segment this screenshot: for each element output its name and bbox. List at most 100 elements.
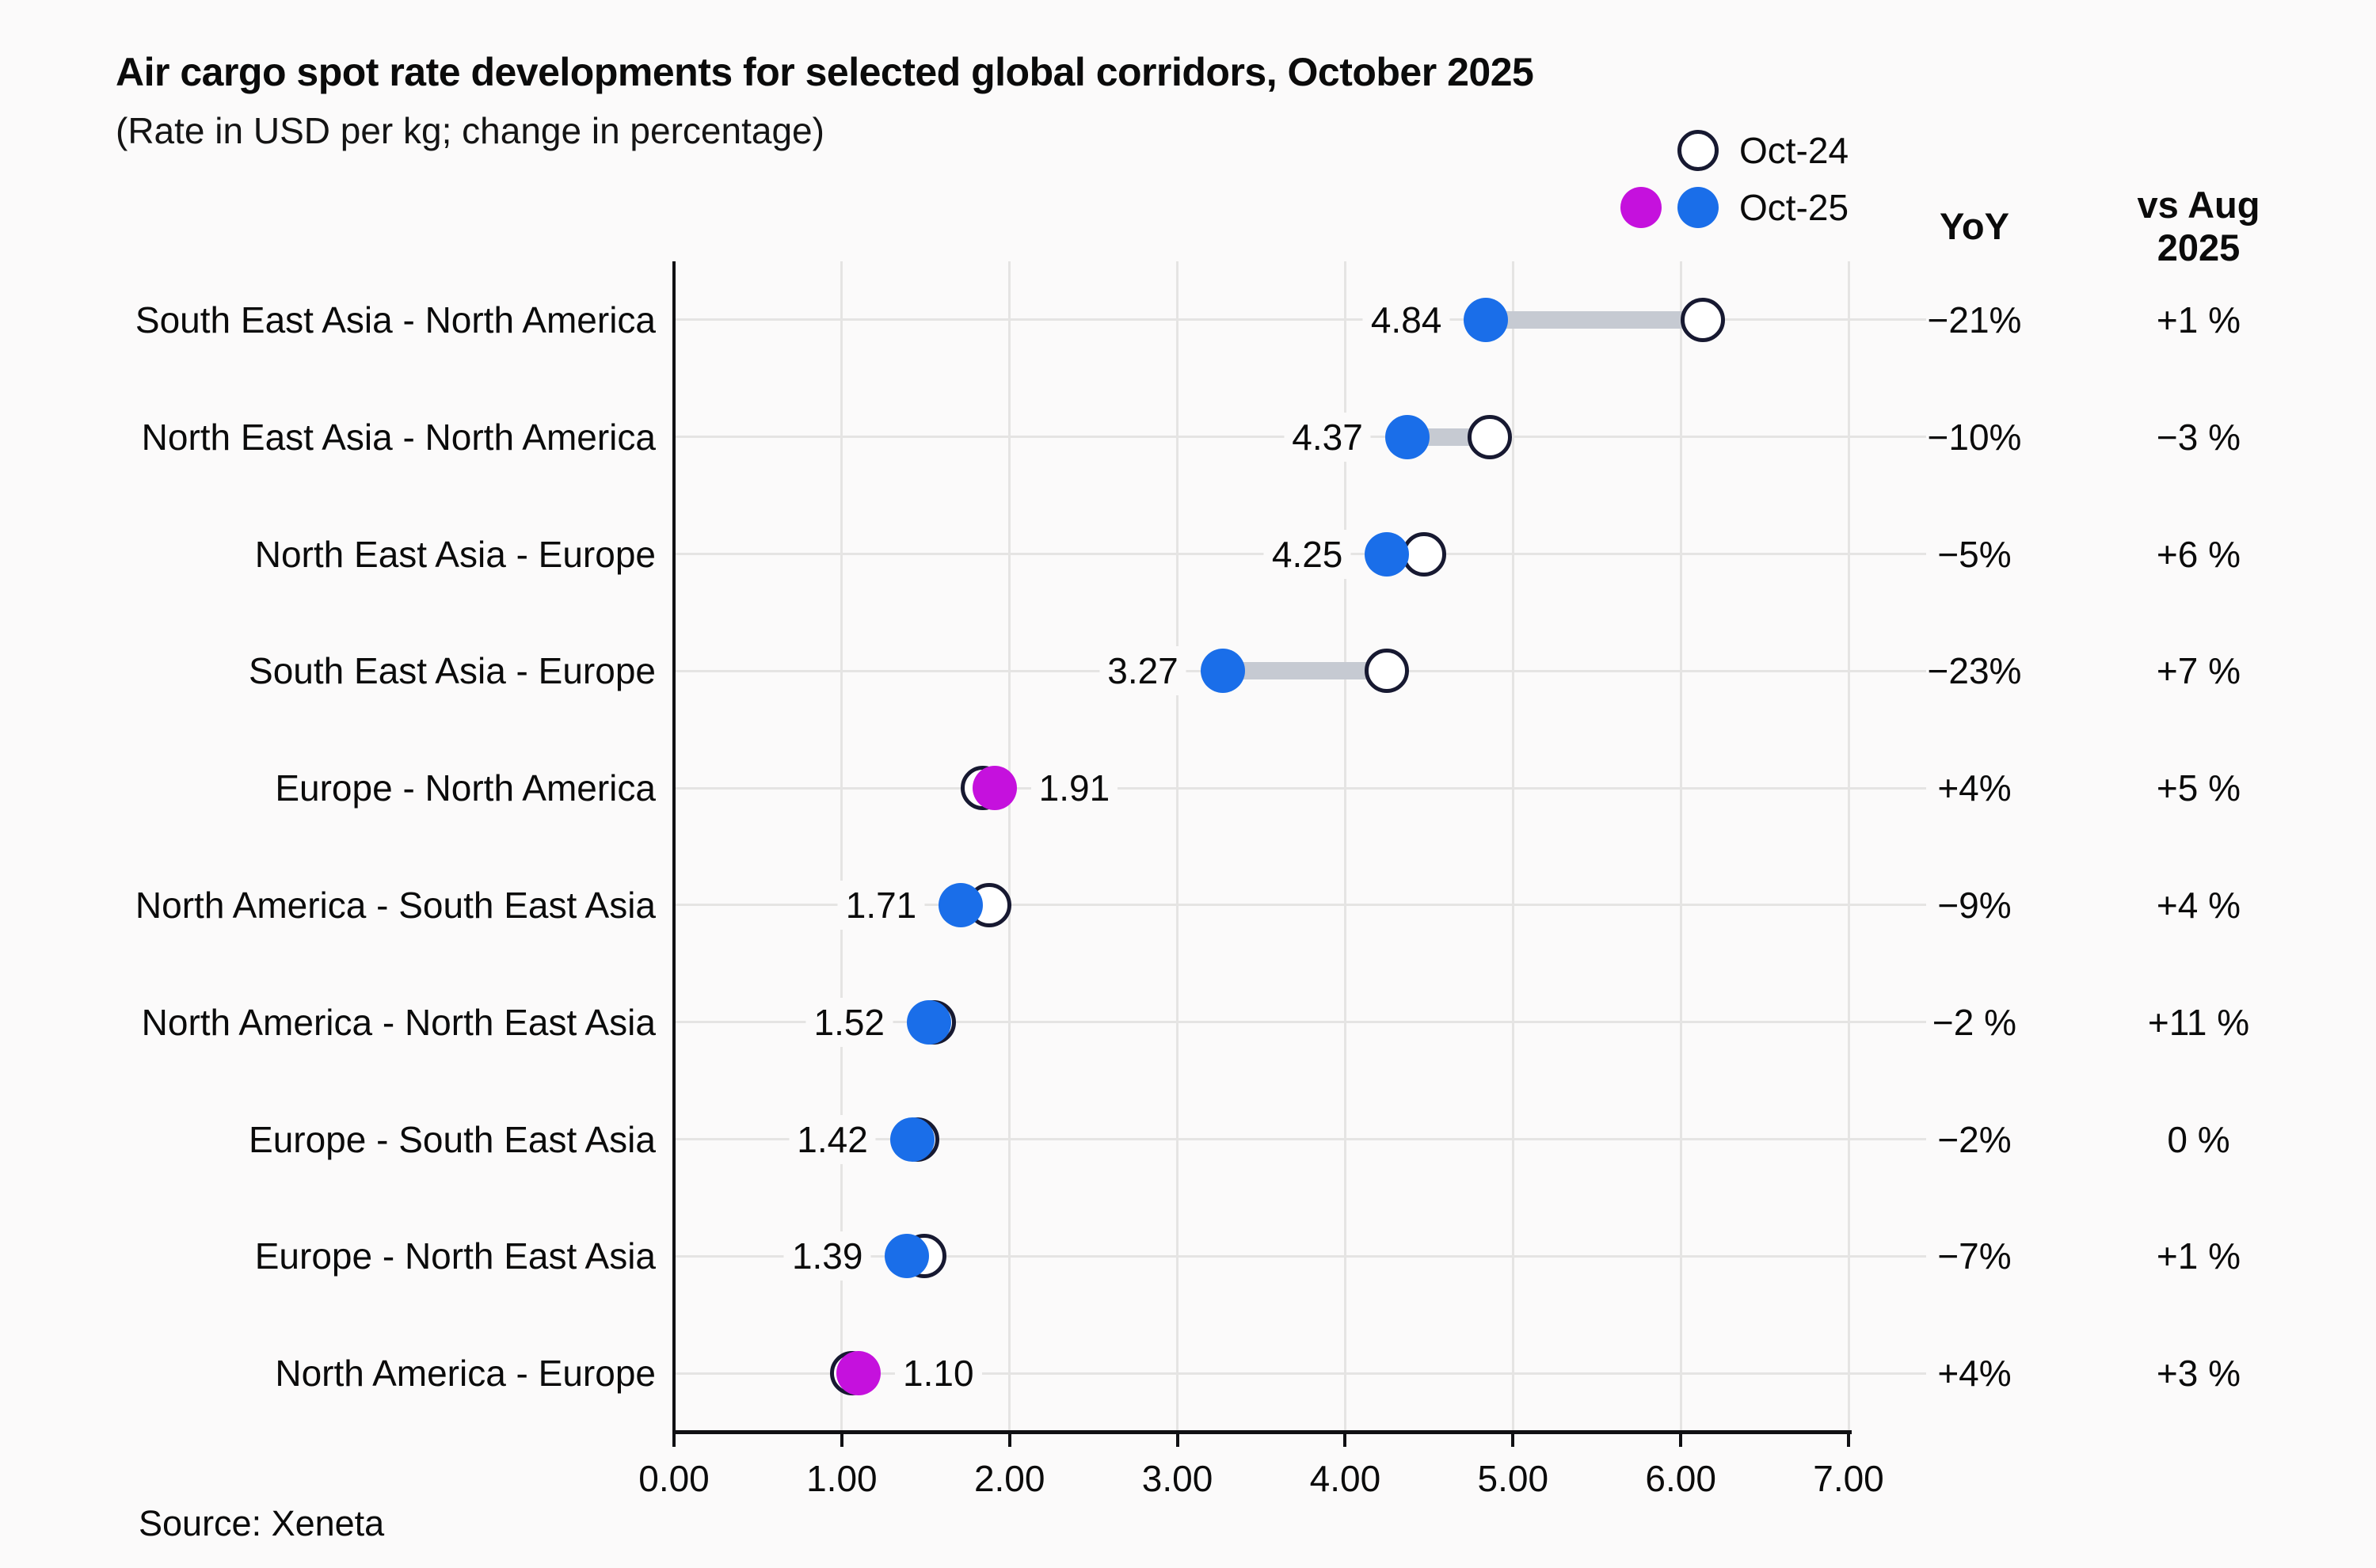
rate-value-label: 4.84 xyxy=(1362,295,1450,344)
legend-oct25-decrease-marker-icon xyxy=(1677,187,1719,228)
row-gridline xyxy=(674,1254,1926,1258)
row-gridline xyxy=(674,318,1926,322)
vs-aug-value: +4 % xyxy=(2156,884,2241,926)
corridor-label: South East Asia - Europe xyxy=(249,650,656,692)
oct25-marker xyxy=(1365,531,1410,577)
oct25-marker xyxy=(836,1351,881,1396)
legend-oct25-label: Oct-25 xyxy=(1739,187,1849,228)
vs-aug-value: +5 % xyxy=(2156,767,2241,809)
rate-value-label: 3.27 xyxy=(1099,646,1186,696)
x-axis-tick xyxy=(672,1434,676,1447)
x-axis-tick xyxy=(1679,1434,1683,1447)
x-axis-tick-label: 2.00 xyxy=(973,1458,1045,1499)
y-axis-line xyxy=(672,261,676,1433)
vs-aug-header-line1: vs Aug xyxy=(2137,184,2260,226)
vs-aug-value: +11 % xyxy=(2147,1001,2250,1043)
legend-oct25-increase-marker-icon xyxy=(1620,187,1662,228)
yoy-value: −23% xyxy=(1927,650,2022,692)
vertical-gridline xyxy=(1008,261,1011,1432)
vertical-gridline xyxy=(1847,261,1850,1432)
x-axis-tick xyxy=(1007,1434,1011,1447)
rate-value-label: 4.25 xyxy=(1263,529,1351,579)
oct24-marker xyxy=(1365,649,1410,694)
oct25-marker xyxy=(885,1234,930,1279)
yoy-value: −2% xyxy=(1937,1118,2012,1160)
row-gridline xyxy=(674,1372,1926,1375)
yoy-value: +4% xyxy=(1937,767,2012,809)
x-axis-tick xyxy=(840,1434,843,1447)
oct24-marker xyxy=(1467,414,1512,459)
corridor-label: North East Asia - North America xyxy=(141,416,656,458)
row-gridline xyxy=(674,904,1926,907)
row-gridline xyxy=(674,1138,1926,1140)
oct25-marker xyxy=(907,999,952,1045)
x-axis-tick-label: 5.00 xyxy=(1477,1458,1549,1499)
rate-value-label: 1.10 xyxy=(895,1349,982,1399)
rate-value-label: 1.42 xyxy=(789,1114,876,1164)
x-axis-tick xyxy=(1343,1434,1347,1447)
yoy-value: +4% xyxy=(1937,1353,2012,1395)
x-axis-line xyxy=(672,1430,1852,1434)
rate-value-label: 1.39 xyxy=(783,1231,871,1281)
rate-value-label: 4.37 xyxy=(1284,412,1371,462)
corridor-label: North America - Europe xyxy=(275,1353,656,1395)
x-axis-tick-label: 6.00 xyxy=(1645,1458,1716,1499)
vertical-gridline xyxy=(1176,261,1179,1432)
connector-bar xyxy=(1486,310,1703,329)
vs-aug-value: +1 % xyxy=(2156,1235,2241,1277)
rate-value-label: 1.91 xyxy=(1030,763,1118,813)
corridor-label: Europe - North East Asia xyxy=(254,1235,656,1277)
corridor-label: South East Asia - North America xyxy=(135,299,656,341)
column-header-vs-aug: vs Aug 2025 xyxy=(2072,181,2325,272)
page-subtitle: (Rate in USD per kg; change in percentag… xyxy=(116,110,824,151)
x-axis-tick-label: 7.00 xyxy=(1813,1458,1884,1499)
x-axis-tick xyxy=(1175,1434,1179,1447)
corridor-label: North America - South East Asia xyxy=(135,884,656,926)
yoy-value: −21% xyxy=(1927,299,2022,341)
yoy-value: −9% xyxy=(1937,884,2012,926)
column-header-yoy: YoY xyxy=(1871,181,2077,272)
vs-aug-value: +1 % xyxy=(2156,299,2241,341)
vs-aug-value: +6 % xyxy=(2156,533,2241,575)
yoy-header-text: YoY xyxy=(1940,205,2009,247)
row-gridline xyxy=(674,1021,1926,1024)
oct25-marker xyxy=(1200,649,1245,694)
oct25-marker xyxy=(889,1117,935,1162)
oct25-marker xyxy=(1384,414,1430,459)
corridor-label: North America - North East Asia xyxy=(141,1001,656,1043)
yoy-value: −5% xyxy=(1937,533,2012,575)
oct25-marker xyxy=(1464,297,1509,342)
vertical-gridline xyxy=(1679,261,1682,1432)
legend-oct24-label: Oct-24 xyxy=(1739,130,1849,171)
rate-value-label: 1.71 xyxy=(837,880,925,930)
x-axis-tick-label: 1.00 xyxy=(806,1458,878,1499)
corridor-label: North East Asia - Europe xyxy=(254,533,656,575)
x-axis-tick xyxy=(1511,1434,1515,1447)
x-axis-tick-label: 4.00 xyxy=(1309,1458,1381,1499)
x-axis-tick-label: 0.00 xyxy=(638,1458,710,1499)
corridor-label: Europe - North America xyxy=(275,767,656,809)
rate-value-label: 1.52 xyxy=(805,997,893,1047)
yoy-value: −2 % xyxy=(1932,1001,2017,1043)
yoy-value: −7% xyxy=(1937,1235,2012,1277)
page-title: Air cargo spot rate developments for sel… xyxy=(116,50,1534,94)
vertical-gridline xyxy=(1343,261,1346,1432)
corridor-label: Europe - South East Asia xyxy=(249,1118,656,1160)
oct25-marker xyxy=(972,766,1017,811)
vs-aug-value: −3 % xyxy=(2156,416,2241,458)
vs-aug-header-line2: 2025 xyxy=(2157,226,2241,268)
vs-aug-value: +3 % xyxy=(2156,1353,2241,1395)
vs-aug-value: 0 % xyxy=(2167,1118,2230,1160)
vertical-gridline xyxy=(840,261,843,1432)
legend-oct24-marker-icon xyxy=(1677,130,1719,171)
vs-aug-value: +7 % xyxy=(2156,650,2241,692)
source-credit: Source: Xeneta xyxy=(139,1503,385,1543)
yoy-value: −10% xyxy=(1927,416,2022,458)
connector-bar xyxy=(1222,662,1388,680)
oct25-marker xyxy=(939,882,984,927)
x-axis-tick-label: 3.00 xyxy=(1141,1458,1213,1499)
x-axis-tick xyxy=(1847,1434,1850,1447)
oct24-marker xyxy=(1680,297,1725,342)
